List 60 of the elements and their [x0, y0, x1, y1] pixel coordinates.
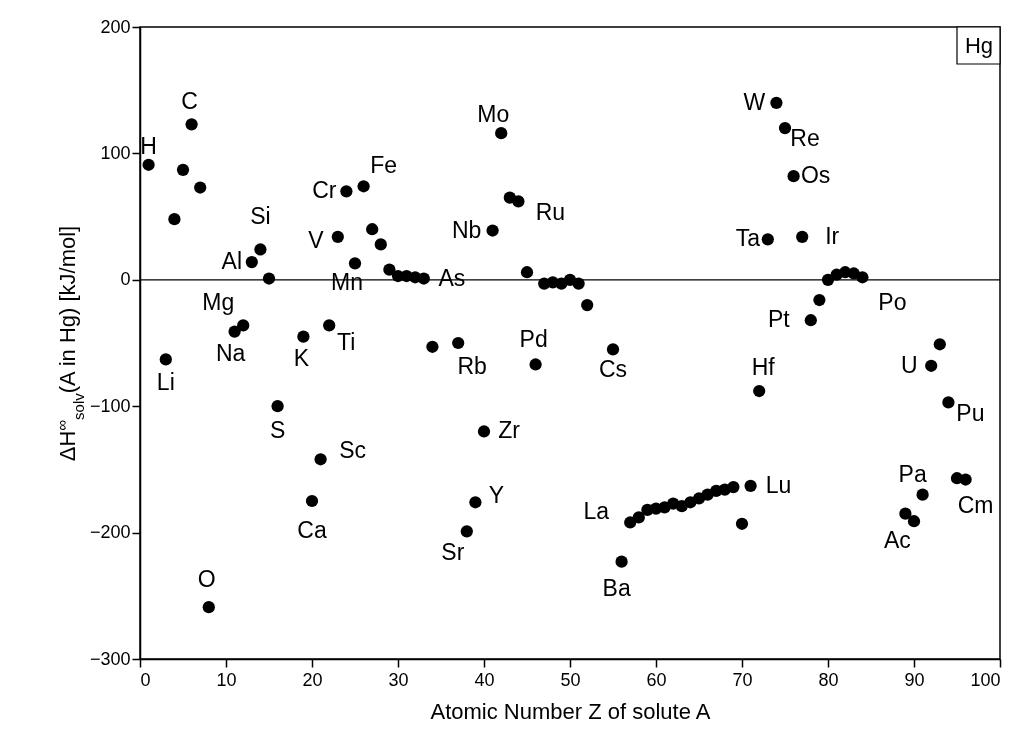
y-tick-label: 100	[100, 142, 131, 163]
annotation: Pt	[767, 306, 791, 333]
annotation: S	[269, 417, 286, 444]
annotation: Lu	[765, 471, 792, 498]
annotation: Nb	[451, 216, 482, 243]
x-tick-label: 90	[904, 669, 925, 690]
annotation: Pd	[519, 326, 548, 353]
annotation: Ba	[602, 574, 631, 601]
x-axis-title: Atomic Number Z of solute A	[430, 698, 711, 724]
annotation: Sc	[339, 437, 367, 464]
annotation: Re	[790, 125, 820, 152]
annotation: Li	[156, 369, 175, 396]
annotation: Al	[221, 248, 243, 275]
annotation: Cr	[312, 177, 337, 204]
annotation: Ca	[297, 517, 327, 543]
annotation: Po	[878, 289, 907, 316]
annotation: Si	[250, 203, 271, 230]
x-tick-label: 40	[474, 669, 495, 690]
x-tick-label: 0	[140, 669, 151, 690]
annotation: Os	[800, 162, 831, 189]
annotation: Sr	[441, 539, 465, 566]
annotation: Mg	[202, 289, 235, 316]
annotation: La	[583, 498, 610, 525]
annotation: Ru	[535, 199, 566, 226]
annotation: Na	[215, 339, 246, 366]
annotation: Ti	[337, 329, 356, 356]
annotation: K	[293, 344, 310, 371]
annotation: Hg	[964, 33, 994, 58]
annotation: U	[900, 351, 918, 378]
y-tick-label: 200	[100, 16, 131, 37]
annotation: W	[743, 88, 766, 115]
x-tick-label: 60	[646, 669, 667, 690]
annotation: V	[308, 226, 325, 253]
annotation: Rb	[457, 353, 487, 379]
y-tick-label: 0	[120, 269, 131, 290]
x-tick-label: 80	[818, 669, 839, 690]
annotation: Zr	[498, 417, 521, 444]
annotation: H	[140, 132, 157, 159]
annotation: Hf	[751, 354, 776, 381]
y-tick-label: −200	[89, 522, 131, 543]
annotation: C	[181, 88, 198, 115]
y-tick-label: −300	[89, 648, 131, 669]
annotation: Cm	[957, 491, 994, 518]
annotation: Y	[488, 482, 505, 509]
x-tick-label: 30	[388, 669, 409, 690]
x-tick-label: 50	[560, 669, 581, 690]
annotation: Ta	[735, 225, 761, 252]
annotation: O	[197, 566, 216, 593]
annotation: Mo	[477, 101, 510, 128]
annotation: Pa	[898, 460, 927, 487]
x-tick-label: 70	[732, 669, 753, 690]
x-tick-label: 10	[216, 669, 237, 690]
x-tick-label: 20	[302, 669, 323, 690]
y-tick-label: −100	[89, 395, 131, 416]
annotation: Ac	[883, 526, 911, 553]
x-tick-label: 100	[970, 669, 1001, 690]
annotation: Cs	[598, 356, 628, 383]
annotation: Fe	[370, 152, 398, 179]
annotation: Ir	[825, 222, 840, 249]
annotation: Pu	[956, 400, 985, 427]
